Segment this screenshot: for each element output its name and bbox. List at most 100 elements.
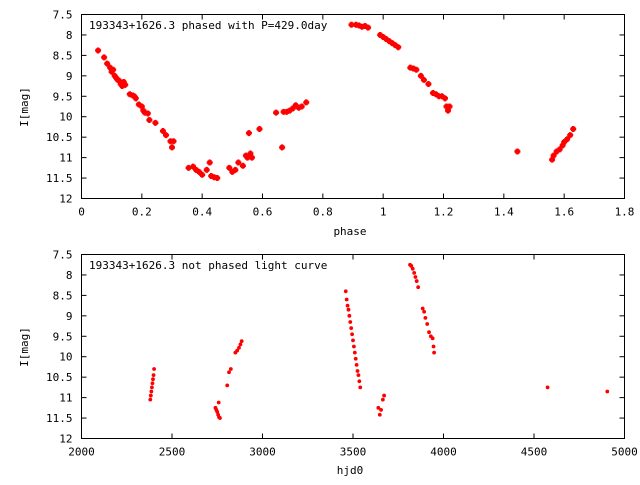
phased-y-tick-label: 9 — [66, 70, 73, 83]
phased-data-point-core — [245, 155, 250, 160]
phased-data-point-core — [387, 38, 392, 44]
unphased-data-point — [225, 383, 230, 388]
phased-data-point-core — [171, 139, 176, 144]
phased-x-axis-label: phase — [333, 225, 366, 238]
unphased-x-tick-label: 4000 — [430, 446, 457, 459]
unphased-data-point — [347, 313, 352, 318]
phased-data-point-core — [199, 172, 205, 177]
phased-data-point-core — [160, 128, 166, 134]
phased-data-point-core — [554, 149, 559, 154]
phased-data-point-core — [139, 104, 145, 109]
phased-data-point-core — [430, 90, 436, 96]
unphased-data-point — [227, 370, 231, 375]
unphased-data-point — [344, 297, 349, 302]
unphased-data-point — [410, 266, 415, 271]
unphased-data-point — [349, 326, 354, 330]
phased-data-point-core — [246, 130, 252, 136]
phased-data-point-core — [444, 104, 449, 109]
unphased-data-point — [382, 393, 387, 398]
unphased-data-point — [218, 416, 222, 420]
phased-data-point-core — [186, 165, 191, 171]
phased-y-tick-label: 12 — [59, 193, 72, 206]
phased-data-point-core — [257, 126, 262, 132]
unphased-data-point — [149, 389, 154, 394]
phased-data-point-core — [249, 155, 255, 160]
unphased-data-point — [239, 339, 244, 344]
phased-data-point-core — [304, 100, 309, 105]
unphased-y-tick-label: 8.5 — [53, 289, 73, 302]
unphased-data-point — [354, 363, 359, 367]
unphased-data-point — [431, 344, 436, 349]
unphased-data-point — [414, 279, 419, 283]
unphased-data-point — [352, 344, 356, 349]
unphased-data-point — [355, 369, 360, 373]
phased-data-point-core — [447, 104, 452, 109]
unphased-data-point — [216, 400, 221, 405]
phased-y-tick-label: 11.5 — [46, 172, 73, 185]
phased-data-point-core — [568, 132, 573, 138]
phased-data-point-core — [248, 151, 253, 156]
phased-y-tick-label: 8 — [66, 29, 73, 42]
phased-data-point-core — [215, 175, 220, 181]
phased-data-point-core — [365, 25, 371, 30]
phased-data-point-core — [190, 164, 196, 169]
unphased-data-point — [150, 385, 154, 390]
phased-plot-frame — [81, 14, 625, 199]
phased-data-point-core — [287, 108, 292, 113]
unphased-data-point — [150, 381, 155, 386]
phased-data-point-core — [230, 169, 235, 175]
phased-y-axis-label: I[mag] — [18, 87, 31, 127]
phased-data-point-core — [281, 109, 286, 115]
unphased-data-point — [379, 407, 383, 412]
phased-data-point-core — [359, 24, 365, 29]
phased-data-point-core — [95, 48, 101, 53]
phased-data-point-core — [442, 96, 448, 101]
phased-y-ticks: 7.5 8 8.5 9 9.5 10 10.5 11 11.5 12 — [46, 9, 625, 206]
phased-data-point-core — [377, 32, 383, 38]
unphased-x-tick-label: 2000 — [68, 446, 95, 459]
unphased-y-tick-label: 11.5 — [46, 412, 73, 425]
unphased-data-point — [215, 410, 220, 414]
phased-data-point-core — [408, 65, 413, 70]
phased-data-point-core — [204, 167, 209, 173]
unphased-y-axis-label: I[mag] — [18, 327, 31, 367]
unphased-data-point — [413, 275, 418, 279]
phased-data-point-core — [551, 153, 556, 158]
phased-data-point-core — [353, 22, 359, 27]
unphased-x-ticks: 2000 2500 3000 3500 4000 4500 5000 — [68, 254, 638, 459]
phased-data-point-core — [212, 175, 217, 180]
unphased-y-ticks: 7.5 8 8.5 9 9.5 10 10.5 11 11.5 12 — [46, 249, 625, 446]
phased-data-point-core — [560, 143, 565, 148]
phased-data-point-core — [349, 22, 354, 27]
unphased-data-point — [423, 315, 428, 320]
phased-x-tick-label: 0.2 — [132, 206, 152, 219]
phased-data-point-core — [145, 111, 151, 116]
unphased-y-tick-label: 9.5 — [53, 330, 73, 343]
phased-y-tick-label: 10 — [59, 111, 72, 124]
phased-data-point-core — [439, 94, 445, 99]
phased-x-tick-label: 1.4 — [494, 206, 514, 219]
unphased-data-point — [430, 336, 435, 341]
phased-data-point-core — [515, 149, 520, 154]
phased-data-point-core — [296, 105, 301, 110]
unphased-data-point — [605, 389, 610, 394]
phased-x-tick-label: 0.6 — [253, 206, 273, 219]
unphased-x-tick-label: 4500 — [521, 446, 548, 459]
unphased-data-point — [545, 385, 550, 390]
phased-x-tick-label: 1.2 — [434, 206, 454, 219]
unphased-y-tick-label: 8 — [66, 269, 73, 282]
unphased-data-point — [412, 271, 417, 275]
unphased-data-point — [148, 393, 153, 398]
unphased-y-tick-label: 9 — [66, 310, 73, 323]
phased-data-point-core — [571, 126, 576, 132]
unphased-data-point — [345, 303, 350, 308]
unphased-data-point — [420, 306, 425, 311]
phased-data-point-core — [393, 42, 398, 48]
phased-data-point-core — [196, 169, 202, 175]
unphased-data-point — [376, 405, 381, 410]
phased-panel: 0 0.2 0.4 0.6 0.8 1 1.2 1.4 1.6 1.8 7.5 8 8.5 9 9.5 10… — [18, 9, 634, 239]
phased-data-point-core — [110, 67, 116, 72]
phased-data-point-core — [418, 73, 424, 79]
phased-data-point-core — [207, 160, 212, 165]
